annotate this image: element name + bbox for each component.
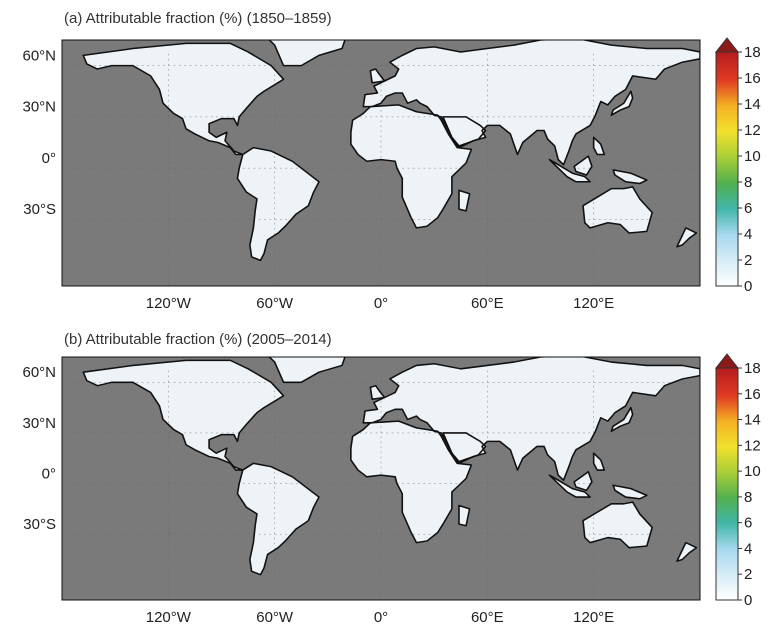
colorbar-tick-label: 8 <box>744 174 752 191</box>
lat-label: 30°S <box>23 201 56 218</box>
lon-label: 120°E <box>573 295 614 312</box>
colorbar-tick-label: 16 <box>744 70 761 87</box>
colorbar-tick-label: 12 <box>744 437 761 454</box>
lon-label: 60°W <box>256 295 294 312</box>
lat-label: 30°N <box>22 99 56 116</box>
lon-label: 60°E <box>471 295 504 312</box>
lon-label: 60°E <box>471 609 504 626</box>
colorbar-tick-label: 14 <box>744 412 761 429</box>
lon-label: 0° <box>374 295 388 312</box>
lat-label: 30°N <box>22 415 56 432</box>
lat-label: 60°N <box>22 364 56 381</box>
colorbar-tick-label: 2 <box>744 252 752 269</box>
lat-label: 0° <box>42 465 56 482</box>
colorbar-tick-label: 0 <box>744 278 752 295</box>
colorbar-tick-label: 0 <box>744 592 752 609</box>
lat-label: 60°N <box>22 47 56 64</box>
colorbar-tick-label: 10 <box>744 463 761 480</box>
colorbar-tick-label: 4 <box>744 226 752 243</box>
lon-label: 0° <box>374 609 388 626</box>
panel-a-map <box>61 39 701 287</box>
panel-a-ticks: 60°N 30°N 0° 30°S 120°W 60°W 0° 60°E 120°E <box>22 47 614 312</box>
colorbar-tick-label: 8 <box>744 489 752 506</box>
gridlines-b <box>62 367 700 600</box>
colorbar-tick-label: 10 <box>744 148 761 165</box>
panel-b-ticks: 60°N 30°N 0° 30°S 120°W 60°W 0° 60°E 120°E <box>22 364 614 626</box>
map-b-viewport <box>62 357 700 600</box>
colorbar-tick-label: 6 <box>744 515 752 532</box>
panel-b-map <box>61 356 701 601</box>
colorbar-tick-label: 12 <box>744 122 761 139</box>
lon-label: 120°W <box>146 295 192 312</box>
colorbar-tick-label: 18 <box>744 44 761 61</box>
panel-a-title: (a) Attributable fraction (%) (1850–1859… <box>64 10 332 27</box>
lat-label: 0° <box>42 150 56 167</box>
map-a-viewport <box>62 40 700 286</box>
colorbar-tick-label: 16 <box>744 386 761 403</box>
colorbar-tick-label: 2 <box>744 566 752 583</box>
lon-label: 60°W <box>256 609 294 626</box>
colorbar-a: 18 16 14 12 10 8 6 4 2 0 <box>714 37 761 295</box>
colorbar-tick-label: 6 <box>744 200 752 217</box>
colorbar-tick-label: 4 <box>744 540 752 557</box>
colorbar-tick-label: 18 <box>744 360 761 377</box>
colorbar-b: 18 16 14 12 10 8 6 4 2 0 <box>714 353 761 609</box>
colorbar-tick-label: 14 <box>744 96 761 113</box>
lon-label: 120°W <box>146 609 192 626</box>
panel-b-title: (b) Attributable fraction (%) (2005–2014… <box>64 331 332 348</box>
lat-label: 30°S <box>23 516 56 533</box>
lon-label: 120°E <box>573 609 614 626</box>
